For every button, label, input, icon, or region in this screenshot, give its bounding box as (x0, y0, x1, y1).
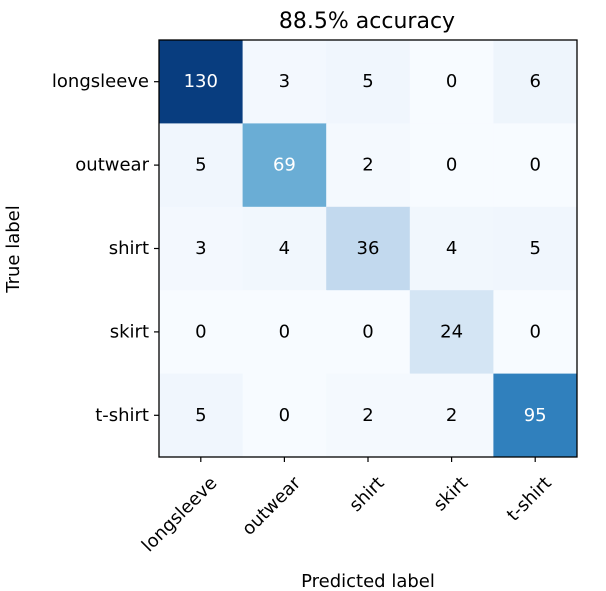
heatmap-cell (326, 123, 411, 208)
cell-value-label: 4 (279, 238, 290, 259)
heatmap-cell (159, 123, 244, 208)
heatmap-cell (242, 206, 327, 291)
heatmap-cell (159, 373, 244, 458)
heatmap-cell (242, 373, 327, 458)
heatmap-cell (242, 123, 327, 208)
heatmap-cell (159, 40, 244, 124)
cell-value-label: 5 (362, 71, 373, 92)
chart-title: 88.5% accuracy (279, 9, 455, 34)
cell-value-label: 5 (195, 155, 206, 176)
cell-value-label: 0 (195, 321, 206, 342)
heatmap-cell (326, 373, 411, 458)
cell-value-label: 0 (529, 321, 540, 342)
heatmap-cell (242, 40, 327, 124)
heatmap-cell (409, 123, 494, 208)
y-axis-ticks: longsleeve outwear shirt skirt t-shirt (52, 71, 159, 426)
cell-value-label: 24 (440, 321, 463, 342)
y-tick-label: skirt (110, 321, 149, 342)
cell-value-label: 0 (529, 155, 540, 176)
x-tick-label: skirt (430, 473, 473, 516)
cell-value-label: 6 (529, 71, 540, 92)
heatmap-cell (242, 290, 327, 375)
heatmap-cell (493, 290, 578, 375)
heatmap-cell (493, 40, 578, 124)
x-axis-label: Predicted label (301, 571, 435, 591)
cell-value-label: 0 (446, 155, 457, 176)
x-tick-label: outwear (238, 472, 305, 539)
heatmap-cell (326, 206, 411, 291)
cell-value-label: 2 (362, 405, 373, 426)
cell-value-label: 95 (524, 405, 547, 426)
heatmap-cell (326, 290, 411, 375)
heatmap-cells: 130 3 5 0 6 5 69 2 0 0 3 4 36 4 5 0 0 0 24 0 5 0 2 2 95 (159, 40, 578, 458)
cell-value-label: 5 (195, 405, 206, 426)
cell-value-label: 0 (279, 321, 290, 342)
cell-value-label: 0 (362, 321, 373, 342)
cell-value-label: 0 (279, 405, 290, 426)
y-tick-label: longsleeve (52, 71, 149, 92)
y-tick-label: outwear (75, 155, 149, 176)
heatmap-cell (326, 40, 411, 124)
y-tick-label: shirt (109, 238, 149, 259)
y-tick-label: t-shirt (95, 405, 149, 426)
x-axis-ticks: longsleeve outwear shirt skirt t-shirt (138, 457, 556, 556)
heatmap-cell (493, 373, 578, 458)
x-tick-label: t-shirt (503, 473, 556, 526)
cell-value-label: 0 (446, 71, 457, 92)
x-tick-label: longsleeve (138, 473, 222, 557)
cell-value-label: 130 (184, 71, 218, 92)
heatmap-cell (409, 40, 494, 124)
cell-value-label: 4 (446, 238, 457, 259)
cell-value-label: 69 (273, 155, 296, 176)
heatmap-cell (159, 290, 244, 375)
cell-value-label: 2 (446, 405, 457, 426)
heatmap-cell (409, 290, 494, 375)
cell-value-label: 3 (279, 71, 290, 92)
heatmap-cell (493, 206, 578, 291)
heatmap-cell (409, 206, 494, 291)
heatmap-cell (159, 206, 244, 291)
x-tick-label: shirt (345, 473, 388, 516)
cell-value-label: 3 (195, 238, 206, 259)
cell-value-label: 36 (357, 238, 380, 259)
y-axis-label: True label (3, 205, 24, 294)
cell-value-label: 2 (362, 155, 373, 176)
cell-value-label: 5 (529, 238, 540, 259)
heatmap-cell (409, 373, 494, 458)
heatmap-cell (493, 123, 578, 208)
